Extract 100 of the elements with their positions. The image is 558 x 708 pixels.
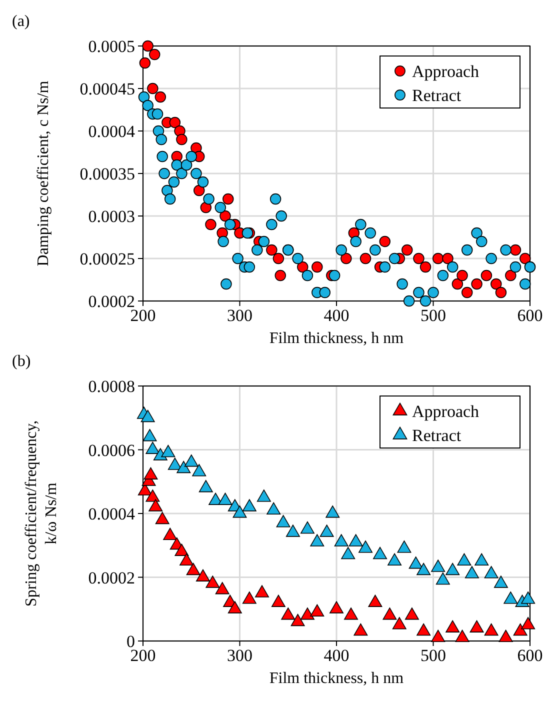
point	[274, 270, 286, 282]
point	[192, 464, 206, 476]
point	[320, 524, 334, 537]
point	[228, 601, 242, 614]
point	[354, 623, 368, 636]
point	[158, 168, 170, 180]
point	[176, 168, 188, 180]
point	[146, 442, 160, 454]
point	[186, 150, 197, 162]
y-tick-label: 0.0006	[88, 440, 135, 460]
point	[266, 502, 281, 515]
point	[397, 540, 412, 553]
point	[184, 454, 198, 467]
point	[379, 236, 390, 248]
point	[242, 499, 256, 512]
point	[446, 562, 460, 576]
point	[203, 193, 214, 205]
point	[428, 286, 439, 298]
point	[510, 261, 522, 273]
point	[138, 91, 150, 103]
point	[494, 576, 508, 588]
point	[300, 608, 314, 620]
point	[447, 261, 458, 273]
point	[462, 244, 473, 256]
point	[206, 576, 220, 588]
point	[442, 252, 454, 264]
x-axis-title: Film thickness, h nm	[269, 330, 404, 347]
legend-label: Retract	[412, 86, 462, 105]
point	[300, 521, 314, 534]
legend-label: Retract	[412, 426, 462, 445]
point	[224, 218, 236, 230]
x-tick-label: 600	[517, 646, 543, 665]
point	[176, 134, 188, 146]
y-tick-label: 0.0003	[88, 207, 135, 226]
point	[232, 252, 244, 264]
y-tick-label: 0.00025	[80, 250, 135, 268]
point	[341, 546, 356, 560]
point	[396, 278, 408, 290]
legend-label: Approach	[412, 402, 480, 421]
point	[252, 244, 263, 256]
point	[312, 261, 323, 273]
y-tick-label: 0.0008	[88, 377, 135, 396]
point	[328, 270, 340, 282]
point	[218, 492, 232, 505]
point	[358, 540, 373, 553]
point	[186, 562, 200, 576]
y-tick-label: 0.00045	[80, 80, 135, 98]
point	[142, 100, 154, 112]
point	[521, 592, 536, 604]
point	[431, 630, 446, 642]
point	[148, 499, 163, 512]
point	[360, 252, 372, 264]
point	[373, 546, 388, 560]
point	[392, 617, 406, 630]
point	[161, 444, 176, 458]
point	[200, 202, 212, 214]
point	[490, 278, 502, 290]
point	[474, 553, 489, 566]
point	[164, 193, 176, 205]
x-tick-label: 300	[227, 306, 252, 325]
point	[220, 278, 232, 290]
point	[379, 261, 390, 273]
point	[144, 467, 158, 480]
point	[196, 569, 210, 582]
point	[484, 623, 498, 636]
point	[169, 116, 181, 128]
point	[256, 490, 271, 502]
legend-label: Approach	[412, 62, 480, 81]
point	[480, 270, 492, 282]
point	[408, 556, 423, 569]
y-tick-label: 0.0002	[88, 568, 135, 588]
point	[495, 286, 507, 298]
point	[155, 512, 170, 524]
point	[310, 604, 324, 617]
point	[146, 490, 160, 502]
point	[168, 176, 180, 188]
point	[154, 91, 166, 103]
point	[149, 48, 160, 60]
point	[163, 528, 178, 540]
point	[402, 244, 413, 256]
point	[190, 168, 202, 180]
x-tick-label: 400	[324, 306, 350, 325]
point	[198, 480, 213, 492]
point	[505, 270, 516, 282]
point	[420, 261, 432, 273]
point	[336, 244, 347, 256]
point	[286, 524, 300, 537]
point	[413, 252, 424, 264]
point	[476, 236, 488, 248]
point	[168, 458, 182, 470]
point	[272, 252, 284, 264]
point	[232, 506, 247, 518]
y-tick-label: 0.0005	[88, 37, 135, 56]
point	[326, 506, 340, 518]
point	[471, 278, 482, 290]
point	[452, 278, 464, 290]
x-tick-label: 400	[324, 646, 350, 665]
y-axis-title: Spring coefficient/frequency, k/ω Ns/m	[23, 420, 60, 607]
point	[276, 515, 290, 528]
point	[147, 82, 158, 94]
